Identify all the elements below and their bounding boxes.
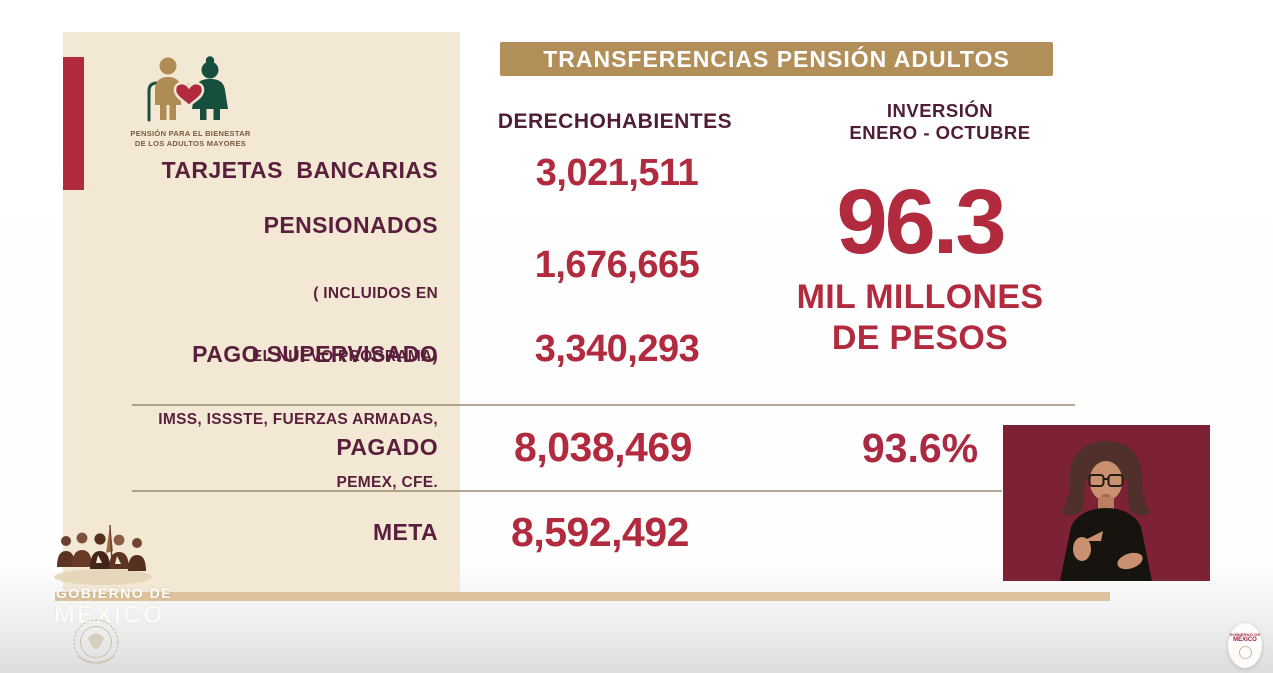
- label-pagado: PAGADO: [336, 434, 438, 460]
- label-pago-supervisado: PAGO SUPERVISADO: [192, 341, 438, 367]
- divider-line-top: [132, 404, 1075, 406]
- note-pensionados-line4: PEMEX, CFE.: [336, 474, 438, 491]
- pagado-percent: 93.6%: [861, 425, 979, 471]
- gobierno-badge-text-line1: GOBIERNO DE: [1229, 632, 1261, 637]
- gobierno-badge: GOBIERNO DE MÉXICO: [1228, 623, 1262, 668]
- column-header-derechohabientes: DERECHOHABIENTES: [497, 110, 733, 133]
- column-header-inversion-line2: ENERO - OCTUBRE: [849, 122, 1031, 143]
- program-caption: PENSIÓN PARA EL BIENESTAR DE LOS ADULTOS…: [118, 129, 263, 148]
- note-pensionados: ( INCLUIDOS EN EL NUEVO PROGRAMA) IMSS, …: [100, 241, 438, 535]
- gobierno-badge-text-line2: MÉXICO: [1233, 637, 1257, 643]
- slide-title: TRANSFERENCIAS PENSIÓN ADULTOS: [500, 42, 1053, 76]
- left-panel: [63, 32, 460, 592]
- sign-language-interpreter-video: [1003, 425, 1210, 581]
- column-header-inversion: INVERSIÓN ENERO - OCTUBRE: [810, 100, 1070, 144]
- value-pensionados: 1,676,665: [534, 244, 700, 286]
- value-pago-supervisado: 3,340,293: [534, 328, 700, 370]
- interpreter-figure: [1060, 441, 1152, 581]
- investment-unit-line2: DE PESOS: [831, 319, 1009, 357]
- gobierno-heroes-illustration: [54, 524, 152, 585]
- label-tarjetas-bancarias: TARJETAS BANCARIAS: [161, 157, 438, 183]
- value-pagado: 8,038,469: [514, 424, 692, 470]
- elderly-couple-heart-icon: [147, 56, 228, 122]
- note-pensionados-line3: IMSS, ISSSTE, FUERZAS ARMADAS,: [158, 411, 438, 428]
- crimson-accent-bar: [63, 57, 84, 190]
- program-caption-line2: DE LOS ADULTOS MAYORES: [134, 138, 247, 148]
- gobierno-logo-text-line1: GOBIERNO DE: [56, 585, 173, 601]
- column-header-inversion-line1: INVERSIÓN: [886, 100, 994, 121]
- program-caption-line1: PENSIÓN PARA EL BIENESTAR: [130, 129, 251, 138]
- note-pensionados-line1: ( INCLUIDOS EN: [313, 285, 438, 302]
- footer-tan-bar: [55, 592, 1110, 601]
- note-pensionados-line2: EL NUEVO PROGRAMA): [252, 348, 438, 365]
- label-meta: META: [372, 519, 438, 545]
- value-tarjetas-bancarias: 3,021,511: [535, 152, 699, 194]
- value-meta: 8,592,492: [511, 509, 689, 555]
- gobierno-badge-seal-icon: [1238, 646, 1252, 659]
- investment-amount: 96.3: [836, 171, 1006, 273]
- mexico-seal-icon: [73, 619, 119, 665]
- investment-unit-line1: MIL MILLONES: [796, 278, 1044, 316]
- divider-line-bottom: [132, 490, 1002, 492]
- label-pensionados: PENSIONADOS: [263, 212, 438, 238]
